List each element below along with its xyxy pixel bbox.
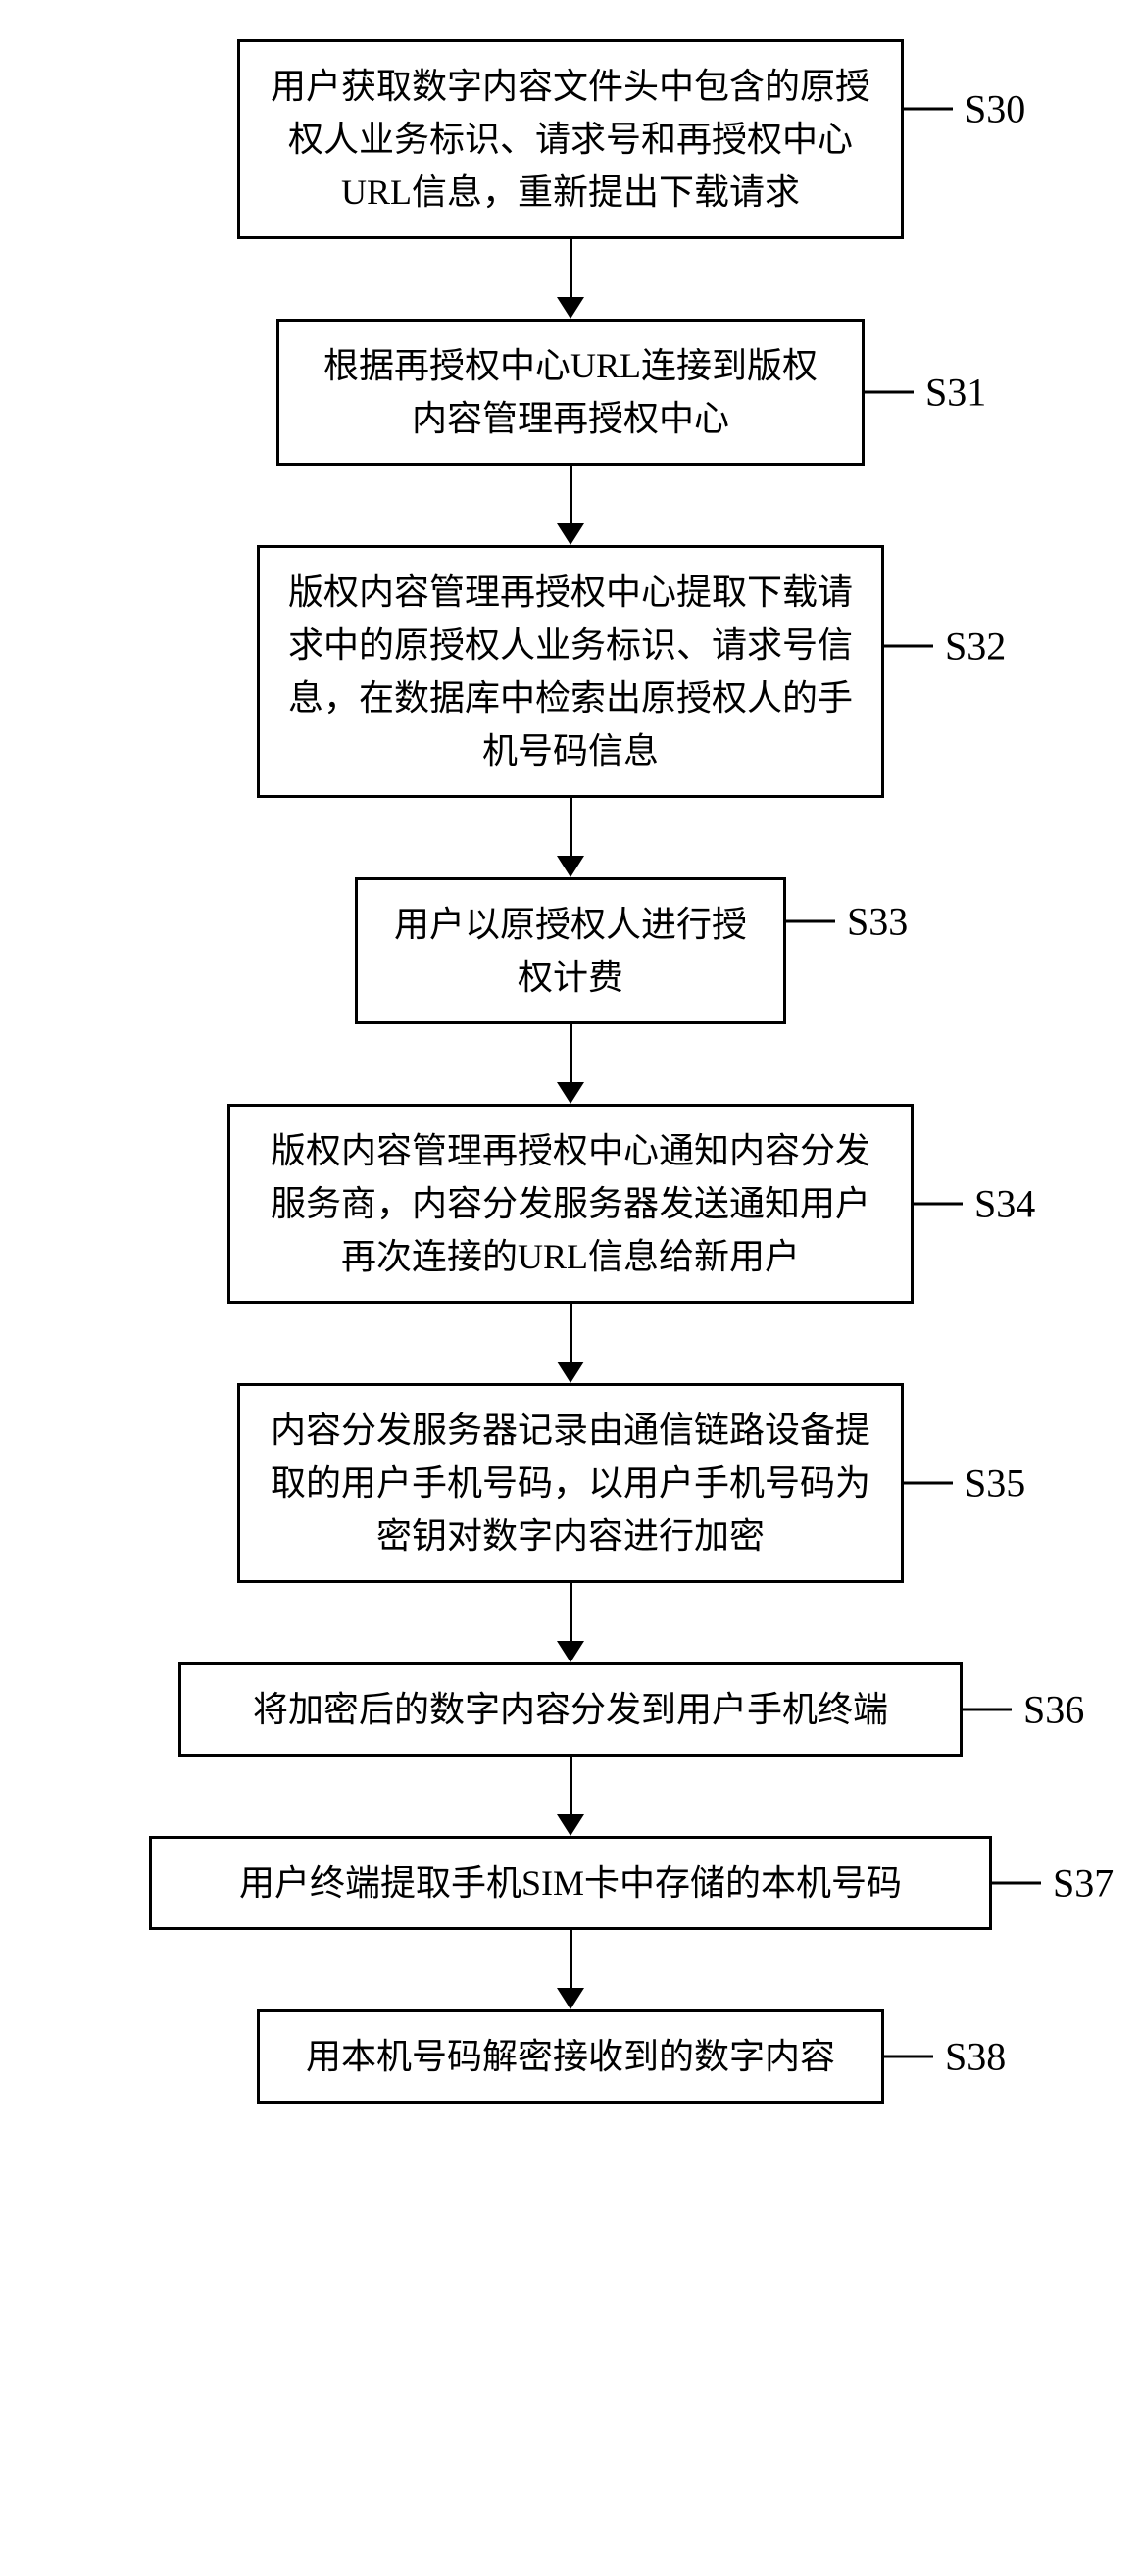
step-label-wrap: S34 [914, 1181, 1035, 1227]
step-row-s30: 用户获取数字内容文件头中包含的原授权人业务标识、请求号和再授权中心URL信息，重… [0, 39, 1141, 239]
step-box-s36: 将加密后的数字内容分发到用户手机终端 [178, 1662, 963, 1757]
arrow-head-icon [557, 523, 584, 545]
arrow-down [557, 1304, 584, 1383]
step-id-label: S31 [925, 370, 986, 416]
arrow-line [570, 466, 572, 524]
step-label-wrap: S38 [884, 2034, 1006, 2080]
arrow-down [557, 466, 584, 545]
step-box-s35: 内容分发服务器记录由通信链路设备提取的用户手机号码，以用户手机号码为密钥对数字内… [237, 1383, 904, 1583]
connector-tick [884, 2056, 933, 2058]
arrow-line [570, 1024, 572, 1083]
step-label-wrap: S36 [963, 1687, 1084, 1733]
step-id-label: S30 [965, 86, 1025, 132]
step-stack: 根据再授权中心URL连接到版权内容管理再授权中心S31 [276, 319, 865, 466]
step-label-wrap: S31 [865, 370, 986, 416]
step-box-s30: 用户获取数字内容文件头中包含的原授权人业务标识、请求号和再授权中心URL信息，重… [237, 39, 904, 239]
arrow-head-icon [557, 1082, 584, 1104]
step-box-s31: 根据再授权中心URL连接到版权内容管理再授权中心 [276, 319, 865, 466]
arrow-down [557, 239, 584, 319]
step-box-s34: 版权内容管理再授权中心通知内容分发服务商，内容分发服务器发送通知用户再次连接的U… [227, 1104, 914, 1304]
connector-tick [904, 108, 953, 111]
arrow-line [570, 1583, 572, 1642]
step-box-s33: 用户以原授权人进行授权计费 [355, 877, 786, 1024]
arrow-head-icon [557, 1988, 584, 2009]
step-label-wrap: S30 [904, 86, 1025, 132]
step-id-label: S35 [965, 1461, 1025, 1507]
step-stack: 版权内容管理再授权中心提取下载请求中的原授权人业务标识、请求号信息，在数据库中检… [257, 545, 884, 798]
step-id-label: S34 [974, 1181, 1035, 1227]
step-id-label: S37 [1053, 1860, 1114, 1907]
connector-tick [884, 645, 933, 648]
arrow-line [570, 239, 572, 298]
arrow-line [570, 798, 572, 857]
arrow-down [557, 798, 584, 877]
box-holder: 用户获取数字内容文件头中包含的原授权人业务标识、请求号和再授权中心URL信息，重… [237, 39, 904, 239]
box-holder: 将加密后的数字内容分发到用户手机终端S36 [178, 1662, 963, 1757]
step-row-s37: 用户终端提取手机SIM卡中存储的本机号码 S37 [0, 1836, 1141, 1930]
arrow-line [570, 1930, 572, 1989]
arrow-head-icon [557, 856, 584, 877]
arrow-down [557, 1757, 584, 1836]
step-row-s32: 版权内容管理再授权中心提取下载请求中的原授权人业务标识、请求号信息，在数据库中检… [0, 545, 1141, 798]
connector-tick [963, 1709, 1012, 1711]
connector-tick [865, 391, 914, 394]
step-box-s38: 用本机号码解密接收到的数字内容 [257, 2009, 884, 2104]
box-holder: 版权内容管理再授权中心提取下载请求中的原授权人业务标识、请求号信息，在数据库中检… [257, 545, 884, 798]
step-row-s34: 版权内容管理再授权中心通知内容分发服务商，内容分发服务器发送通知用户再次连接的U… [0, 1104, 1141, 1304]
step-row-s38: 用本机号码解密接收到的数字内容 S38 [0, 2009, 1141, 2104]
step-stack: 将加密后的数字内容分发到用户手机终端S36 [178, 1662, 963, 1757]
connector-tick [992, 1882, 1041, 1885]
step-label-wrap: S32 [884, 623, 1006, 669]
step-stack: 用户获取数字内容文件头中包含的原授权人业务标识、请求号和再授权中心URL信息，重… [237, 39, 904, 239]
step-id-label: S38 [945, 2034, 1006, 2080]
arrow-line [570, 1757, 572, 1815]
step-row-s36: 将加密后的数字内容分发到用户手机终端 S36 [0, 1662, 1141, 1757]
step-id-label: S36 [1023, 1687, 1084, 1733]
step-row-s31: 根据再授权中心URL连接到版权内容管理再授权中心 S31 [0, 319, 1141, 466]
step-label-wrap: S33 [786, 899, 908, 945]
arrow-head-icon [557, 1814, 584, 1836]
box-holder: 用户终端提取手机SIM卡中存储的本机号码S37 [149, 1836, 992, 1930]
step-id-label: S32 [945, 623, 1006, 669]
box-holder: 用户以原授权人进行授权计费S33 [355, 877, 786, 1024]
step-id-label: S33 [847, 899, 908, 945]
step-stack: 版权内容管理再授权中心通知内容分发服务商，内容分发服务器发送通知用户再次连接的U… [227, 1104, 914, 1304]
arrow-down [557, 1930, 584, 2009]
step-stack: 用本机号码解密接收到的数字内容S38 [257, 2009, 884, 2104]
box-holder: 内容分发服务器记录由通信链路设备提取的用户手机号码，以用户手机号码为密钥对数字内… [237, 1383, 904, 1583]
arrow-head-icon [557, 1362, 584, 1383]
connector-tick [904, 1482, 953, 1485]
arrow-down [557, 1583, 584, 1662]
connector-tick [786, 920, 835, 923]
flowchart-container: 用户获取数字内容文件头中包含的原授权人业务标识、请求号和再授权中心URL信息，重… [0, 39, 1141, 2104]
arrow-line [570, 1304, 572, 1362]
step-label-wrap: S37 [992, 1860, 1114, 1907]
arrow-head-icon [557, 1641, 584, 1662]
box-holder: 用本机号码解密接收到的数字内容S38 [257, 2009, 884, 2104]
arrow-head-icon [557, 297, 584, 319]
step-row-s35: 内容分发服务器记录由通信链路设备提取的用户手机号码，以用户手机号码为密钥对数字内… [0, 1383, 1141, 1583]
step-box-s37: 用户终端提取手机SIM卡中存储的本机号码 [149, 1836, 992, 1930]
box-holder: 根据再授权中心URL连接到版权内容管理再授权中心S31 [276, 319, 865, 466]
step-label-wrap: S35 [904, 1461, 1025, 1507]
connector-tick [914, 1203, 963, 1206]
step-stack: 用户以原授权人进行授权计费S33 [355, 877, 786, 1024]
step-stack: 用户终端提取手机SIM卡中存储的本机号码S37 [149, 1836, 992, 1930]
box-holder: 版权内容管理再授权中心通知内容分发服务商，内容分发服务器发送通知用户再次连接的U… [227, 1104, 914, 1304]
step-stack: 内容分发服务器记录由通信链路设备提取的用户手机号码，以用户手机号码为密钥对数字内… [237, 1383, 904, 1583]
step-row-s33: 用户以原授权人进行授权计费 S33 [0, 877, 1141, 1024]
step-box-s32: 版权内容管理再授权中心提取下载请求中的原授权人业务标识、请求号信息，在数据库中检… [257, 545, 884, 798]
arrow-down [557, 1024, 584, 1104]
